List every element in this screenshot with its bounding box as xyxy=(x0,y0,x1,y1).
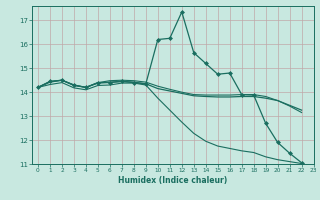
X-axis label: Humidex (Indice chaleur): Humidex (Indice chaleur) xyxy=(118,176,228,185)
